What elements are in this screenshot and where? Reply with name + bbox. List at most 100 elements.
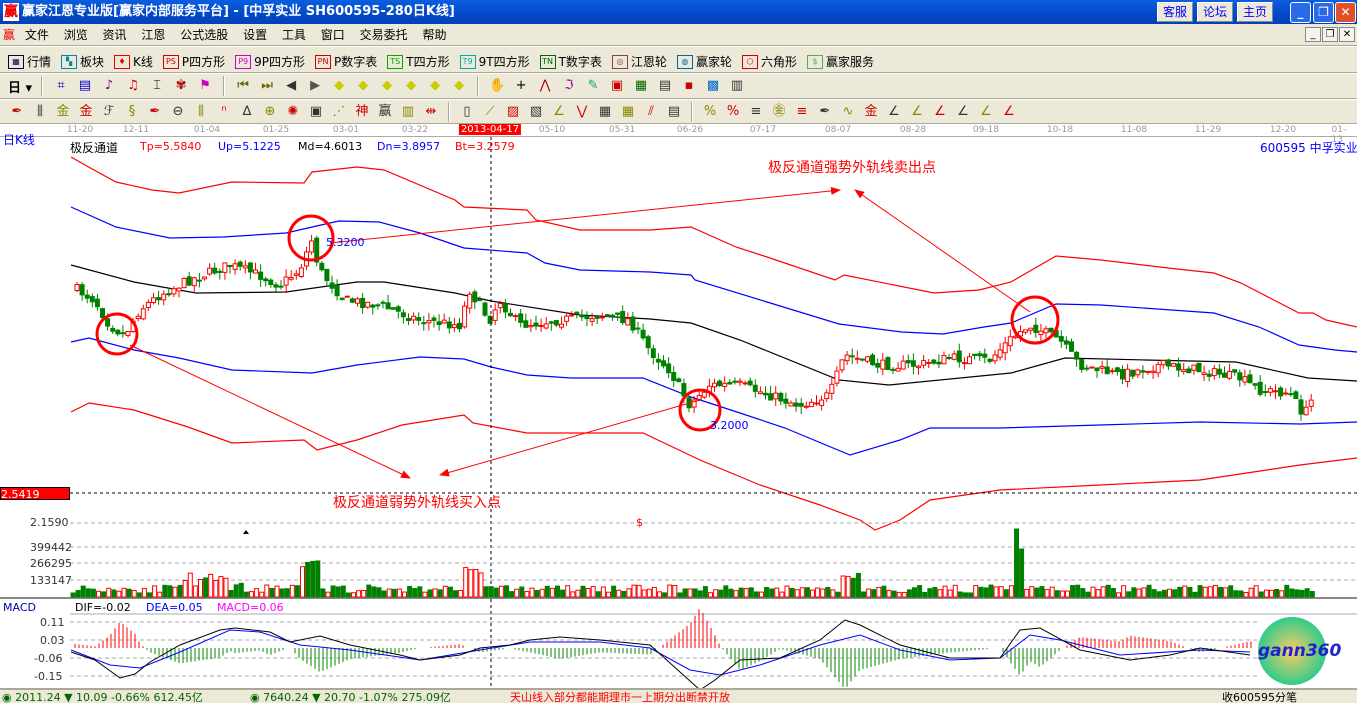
percent-icon[interactable]: % [726,103,740,119]
news-ticker[interactable]: 天山线入部分都能期理市一上期分出断禁开放 [510,691,730,703]
gold3-icon[interactable]: 金 [864,103,878,119]
fib-icon[interactable]: ℱ [103,103,115,119]
mdi-minimize-icon[interactable]: _ [1305,27,1321,42]
menu-file[interactable]: 文件 [24,28,49,42]
j-fan-icon[interactable]: ∠ [888,103,900,119]
notes-icon[interactable]: ▤ [78,78,92,93]
menu-browse[interactable]: 浏览 [63,28,88,42]
range-icon[interactable]: ⇹ [425,103,437,119]
menu-news[interactable]: 资讯 [102,28,127,42]
report-icon[interactable]: ▤ [658,78,672,93]
list-icon[interactable]: ▤ [667,103,681,119]
expand-h-icon[interactable]: ◆ [382,78,393,93]
prev-icon[interactable]: ◀ [286,78,297,93]
square-icon[interactable]: ▣ [309,103,323,119]
toolbar-ts-button[interactable]: TS T四方形 [387,49,450,75]
network-icon[interactable]: ▩ [706,78,720,93]
close-icon[interactable]: ✕ [1335,2,1356,23]
four-fan-icon[interactable]: ∠ [1003,103,1015,119]
crosshair-icon[interactable]: + [515,78,527,93]
pen3-icon[interactable]: ✒ [819,103,831,119]
percent-line-icon[interactable]: % [703,103,717,119]
menu-trade[interactable]: 交易委托 [359,28,408,42]
toolbar-t9-button[interactable]: T9 9T四方形 [459,49,530,75]
period-select[interactable]: 日 ▾ [8,80,33,96]
menu-tools[interactable]: 工具 [281,28,306,42]
toolbar-winner-wheel-button[interactable]: ◍ 赢家轮 [676,49,732,75]
indicator3-icon[interactable]: ♪ [104,78,114,93]
forum-button[interactable]: 论坛 [1197,2,1233,22]
circle-icon[interactable]: ⊖ [172,103,184,119]
lines-icon[interactable]: ⫼ [198,103,204,119]
parallel-icon[interactable]: ⫽ [648,103,654,119]
right-icon[interactable]: ◆ [358,78,369,93]
gold-bars-icon[interactable]: ≡ [796,103,808,119]
gold2-icon[interactable]: 金 [79,103,93,119]
percent-bars-icon[interactable]: ≡ [750,103,762,119]
minimize-icon[interactable]: _ [1290,2,1311,23]
mdi-restore-icon[interactable]: ❐ [1322,27,1338,42]
calendar-icon[interactable]: ▣ [610,78,624,93]
toolbar-gann-wheel-button[interactable]: ◎ 江恩轮 [611,49,667,75]
fan2-icon[interactable]: ⟋ [485,103,495,119]
win-icon[interactable]: 赢 [378,103,392,119]
wave-icon[interactable]: ⋁ [576,103,588,119]
last-icon[interactable]: ⏭ [261,78,273,93]
shrink-h-icon[interactable]: ◆ [406,78,417,93]
service-button[interactable]: 客服 [1157,2,1193,22]
grid2-icon[interactable]: ▦ [598,103,612,119]
pen-icon[interactable]: ✒ [11,103,23,119]
menu-gann[interactable]: 江恩 [141,28,166,42]
gold-circle-icon[interactable]: ㊎ [772,103,786,119]
shrink-v-icon[interactable]: ◆ [454,78,465,93]
toolbar-hexagon-button[interactable]: ⬡ 六角形 [741,49,797,75]
spiral-icon[interactable]: § [128,103,136,119]
toolbar-kline-button[interactable]: ♦ K线 [114,49,153,75]
toolbar-sector-blocks-button[interactable]: ▚ 板块 [61,49,104,75]
toolbar-pn-button[interactable]: PN P数字表 [315,49,377,75]
pattern-icon[interactable]: ✾ [175,78,187,93]
angle2-icon[interactable]: ∠ [553,103,565,119]
first-icon[interactable]: ⏮ [237,78,249,93]
restore-icon[interactable]: ❐ [1313,2,1334,23]
toolbar-quote-table-button[interactable]: ▦ 行情 [8,49,51,75]
toolbar-tn-button[interactable]: TN T数字表 [539,49,602,75]
menu-help[interactable]: 帮助 [422,28,447,42]
grid-lines-icon[interactable]: ⫼ [37,103,43,119]
mdi-close-icon[interactable]: ✕ [1339,27,1355,42]
god-fan-icon[interactable]: ∠ [957,103,969,119]
next-icon[interactable]: ▶ [310,78,321,93]
fan-icon[interactable]: ⋰ [332,103,346,119]
n2-icon[interactable]: ⁿ [221,103,227,119]
line-tool-icon[interactable]: ⋀ [539,78,551,93]
save-icon[interactable]: ▪ [684,78,694,93]
menu-settings[interactable]: 设置 [243,28,268,42]
home-button[interactable]: 主页 [1237,2,1273,22]
toolbar-ps-button[interactable]: PS P四方形 [162,49,225,75]
pen2-icon[interactable]: ✒ [149,103,161,119]
box-fan2-icon[interactable]: ▧ [529,103,543,119]
hand-icon[interactable]: ✋ [488,78,506,93]
flag-icon[interactable]: ⚑ [199,78,211,93]
draw-icon[interactable]: ✎ [587,78,599,93]
candle-type-icon[interactable]: ⌶ [153,78,161,93]
expand-v-icon[interactable]: ◆ [430,78,441,93]
calculator-icon[interactable]: ▦ [634,78,648,93]
toolbar-dollar-button[interactable]: $ 赢家服务 [806,49,874,75]
god-icon[interactable]: 神 [355,103,369,119]
print-icon[interactable]: ▥ [730,78,744,93]
box-fan-icon[interactable]: ▨ [506,103,520,119]
select-icon[interactable]: ⌗ [57,78,65,93]
grid3-icon[interactable]: ▦ [621,103,635,119]
toolbar-p9-button[interactable]: P9 9P四方形 [235,49,305,75]
gann-grid-icon[interactable]: ▥ [401,103,415,119]
menu-formula[interactable]: 公式选股 [180,28,229,42]
tool-icon[interactable]: ℑ [564,78,574,93]
gold-icon[interactable]: 金 [56,103,70,119]
angle-icon[interactable]: ∆ [242,103,252,119]
win-fan-icon[interactable]: ∠ [980,103,992,119]
indicator9-icon[interactable]: ♫ [127,78,139,93]
left-icon[interactable]: ◆ [334,78,345,93]
target-icon[interactable]: ⊕ [264,103,276,119]
